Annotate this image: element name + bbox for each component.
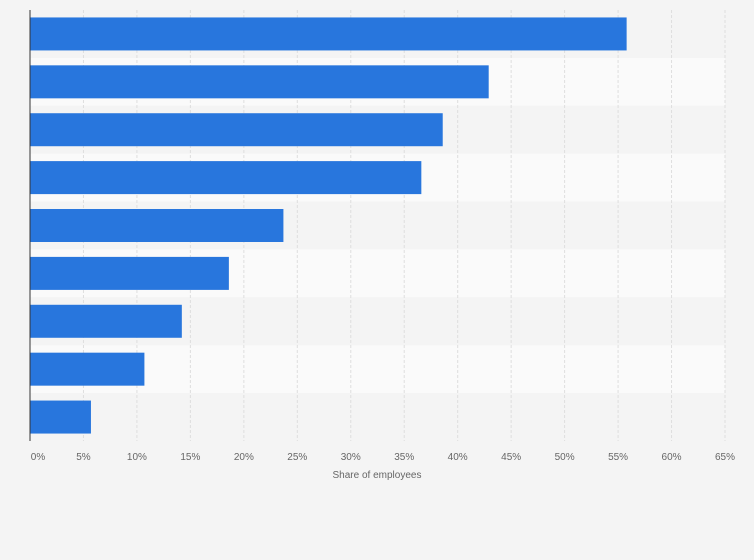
x-tick-label: 30% xyxy=(341,452,361,463)
row-band xyxy=(30,345,725,394)
x-tick-label: 15% xyxy=(180,452,200,463)
bar[interactable] xyxy=(30,65,489,99)
x-tick-label: 0% xyxy=(31,452,46,463)
x-tick-label: 20% xyxy=(234,452,254,463)
x-tick-label: 45% xyxy=(501,452,521,463)
x-tick-label: 55% xyxy=(608,452,628,463)
x-tick-label: 60% xyxy=(662,452,682,463)
x-tick-label: 10% xyxy=(127,452,147,463)
bar[interactable] xyxy=(30,209,284,242)
x-tick-label: 40% xyxy=(448,452,468,463)
bar[interactable] xyxy=(30,161,422,195)
bar[interactable] xyxy=(30,304,182,338)
x-tick-label: 5% xyxy=(76,452,91,463)
bars xyxy=(30,17,627,434)
x-axis-title: Share of employees xyxy=(333,470,422,481)
x-tick-label: 65% xyxy=(715,452,735,463)
bar[interactable] xyxy=(30,17,627,51)
bar[interactable] xyxy=(30,400,91,434)
x-tick-label: 35% xyxy=(394,452,414,463)
x-tick-labels: 0% 5% 10% 15% 20% 25% 30% 35% 40% 45% 50% 55% 60% 65% xyxy=(31,452,735,463)
x-tick-label: 25% xyxy=(287,452,307,463)
bar[interactable] xyxy=(30,352,145,386)
bar[interactable] xyxy=(30,256,229,290)
row-band xyxy=(30,393,725,441)
x-tick-label: 50% xyxy=(555,452,575,463)
bar[interactable] xyxy=(30,113,443,147)
